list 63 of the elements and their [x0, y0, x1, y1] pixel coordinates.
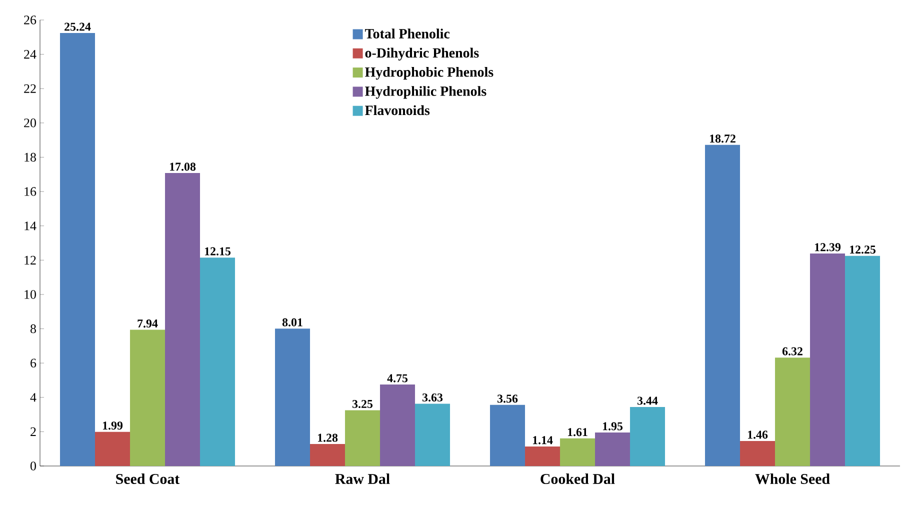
- data-label: 1.61: [568, 428, 588, 436]
- x-tick-label: Raw Dal: [335, 474, 390, 484]
- bar: [345, 410, 380, 466]
- bar: [415, 404, 450, 466]
- x-tick-label: Cooked Dal: [540, 474, 615, 484]
- y-tick-label: 8: [30, 324, 36, 334]
- data-label: 25.24: [64, 22, 91, 31]
- data-label: 1.28: [318, 434, 338, 442]
- data-label: 1.95: [602, 422, 623, 430]
- data-label: 1.99: [102, 422, 123, 430]
- data-label: 3.44: [638, 396, 658, 405]
- y-tick-label: 16: [24, 187, 36, 196]
- legend-label: Total Phenolic: [365, 28, 450, 38]
- data-label: 18.72: [710, 134, 736, 143]
- bar: [490, 404, 526, 466]
- bar: [200, 258, 236, 466]
- bar: [560, 438, 596, 466]
- bar: [845, 256, 880, 466]
- y-tick-label: 24: [24, 50, 36, 59]
- y-tick-label: 2: [30, 427, 36, 436]
- data-label: 1.46: [748, 430, 768, 439]
- data-label: 12.25: [850, 246, 876, 254]
- bar: [775, 358, 810, 466]
- bar: [95, 432, 130, 466]
- y-tick-label: 4: [30, 393, 36, 402]
- y-tick-label: 10: [24, 290, 36, 299]
- bar: [630, 406, 666, 466]
- y-tick-label: 20: [24, 118, 36, 128]
- legend-label: Hydrophilic Phenols: [365, 86, 486, 99]
- data-label: 3.25: [352, 400, 373, 408]
- data-label: 12.39: [815, 243, 841, 252]
- data-label: 17.08: [170, 162, 196, 171]
- y-tick-label: 26: [24, 16, 36, 24]
- legend-label: Flavonoids: [365, 105, 430, 116]
- bar: [60, 33, 95, 466]
- bar: [275, 328, 310, 466]
- y-tick-label: 22: [24, 84, 36, 93]
- bar: [705, 144, 740, 466]
- bar: [525, 446, 560, 466]
- data-label: 8.01: [282, 318, 302, 326]
- bar: [595, 432, 630, 466]
- bar: [810, 253, 846, 466]
- bar: [740, 440, 776, 466]
- data-label: 3.56: [497, 394, 518, 403]
- y-tick-label: 18: [24, 152, 36, 162]
- x-tick-label: Seed Coat: [116, 474, 180, 484]
- y-tick-label: 0: [30, 462, 36, 470]
- y-tick-label: 14: [24, 222, 36, 230]
- data-label: 7.94: [138, 320, 158, 328]
- legend-label: Hydrophobic Phenols: [365, 66, 494, 80]
- data-label: 6.32: [782, 347, 802, 356]
- data-label: 1.14: [532, 436, 553, 444]
- x-tick-label: Whole Seed: [755, 474, 830, 484]
- data-label: 12.15: [205, 247, 231, 256]
- bar: [380, 384, 416, 466]
- bar: [310, 444, 346, 466]
- y-tick-label: 6: [30, 358, 36, 368]
- legend-label: o-Dihydric Phenols: [365, 48, 479, 60]
- data-label: 3.63: [422, 393, 443, 402]
- data-label: 4.75: [387, 374, 408, 382]
- bar: [130, 330, 166, 466]
- bar: [165, 173, 200, 466]
- y-tick-label: 12: [24, 256, 36, 264]
